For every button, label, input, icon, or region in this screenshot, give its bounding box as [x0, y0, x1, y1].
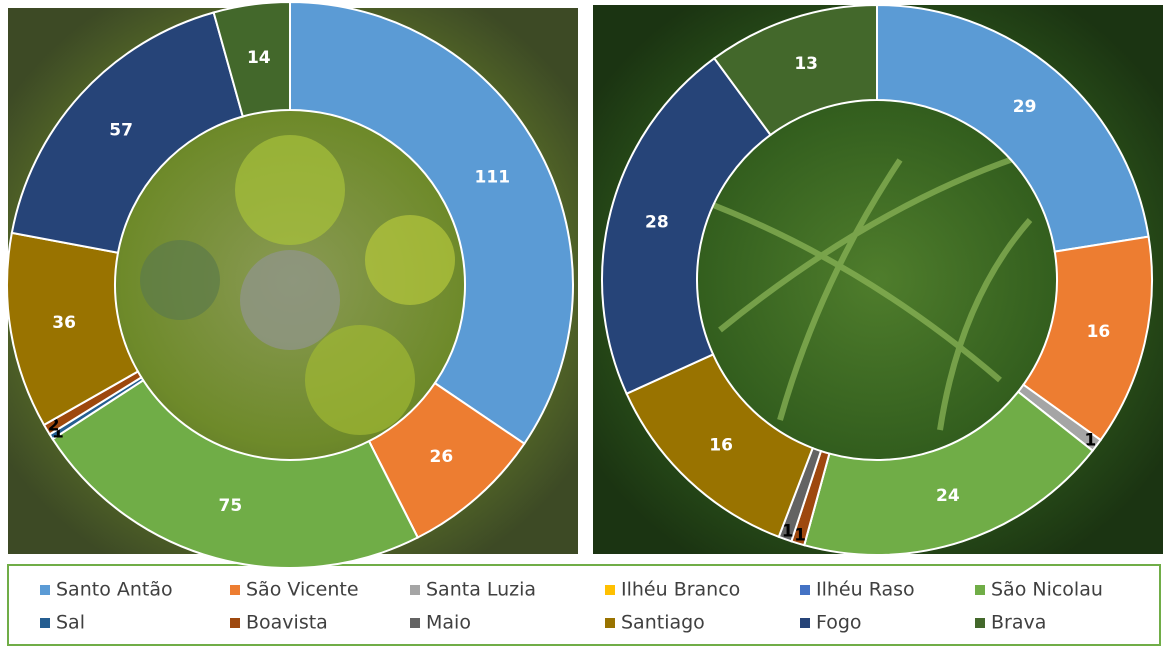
legend-label: Santo Antão [56, 579, 173, 601]
legend-label: Sal [56, 612, 85, 634]
data-label: 16 [709, 436, 733, 456]
legend-label: Ilhéu Branco [621, 579, 740, 601]
legend-box [8, 565, 1160, 645]
data-label: 16 [1087, 322, 1111, 342]
data-label: 13 [794, 54, 818, 74]
legend-swatch [40, 585, 50, 595]
data-label: 14 [247, 48, 271, 68]
legend-label: São Vicente [246, 579, 359, 601]
page: 111267512365714291612411162813Santo Antã… [0, 0, 1163, 648]
legend-label: Ilhéu Raso [816, 579, 915, 601]
legend-label: Maio [426, 612, 471, 634]
legend-label: Brava [991, 612, 1046, 634]
legend-label: Santiago [621, 612, 705, 634]
legend-swatch [975, 585, 985, 595]
legend-label: São Nicolau [991, 579, 1103, 601]
legend-swatch [40, 618, 50, 628]
data-label: 111 [475, 168, 511, 188]
legend-swatch [410, 618, 420, 628]
legend-label: Boavista [246, 612, 328, 634]
legend-swatch [800, 618, 810, 628]
data-label: 28 [645, 212, 669, 232]
data-label: 29 [1013, 97, 1037, 117]
legend-swatch [230, 585, 240, 595]
legend-swatch [605, 585, 615, 595]
data-label: 57 [109, 120, 133, 140]
legend-swatch [975, 618, 985, 628]
data-label: 24 [936, 486, 960, 506]
legend-swatch [230, 618, 240, 628]
legend-label: Fogo [816, 612, 862, 634]
legend-swatch [410, 585, 420, 595]
legend-label: Santa Luzia [426, 579, 536, 601]
data-label: 36 [52, 313, 76, 333]
data-label: 75 [219, 496, 243, 516]
data-label: 26 [430, 447, 454, 467]
legend-swatch [800, 585, 810, 595]
legend-swatch [605, 618, 615, 628]
